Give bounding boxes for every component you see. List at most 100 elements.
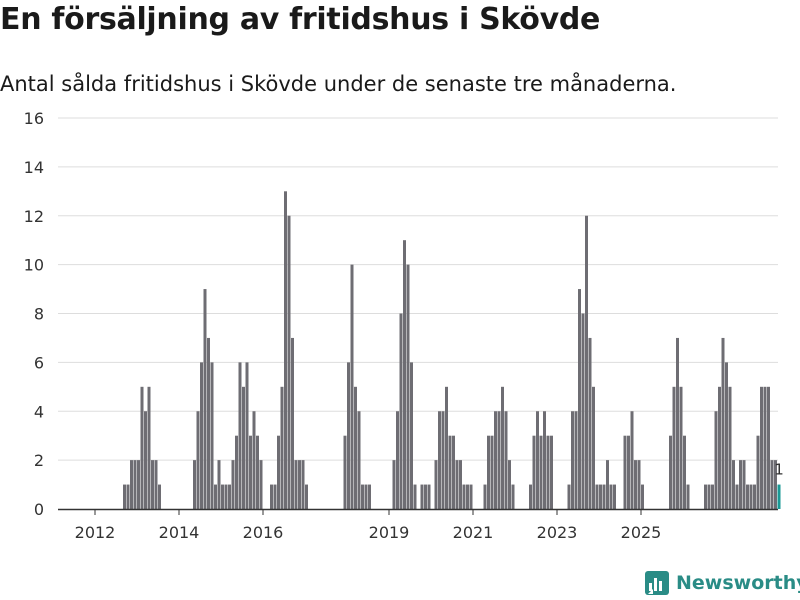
bar xyxy=(728,386,732,509)
y-tick-label: 16 xyxy=(24,109,44,128)
bar xyxy=(123,484,126,509)
bar xyxy=(217,460,221,510)
bar xyxy=(676,337,679,509)
bar xyxy=(753,484,756,509)
bar xyxy=(347,362,350,510)
bar xyxy=(455,460,459,510)
bar xyxy=(714,411,718,509)
bar xyxy=(774,460,777,510)
bar xyxy=(749,484,753,509)
bar xyxy=(438,411,441,509)
bar xyxy=(627,435,630,509)
bar xyxy=(291,337,294,509)
bar xyxy=(126,484,130,509)
latest-value-label: 1 xyxy=(774,461,784,479)
bar xyxy=(445,386,448,509)
bar xyxy=(368,484,371,509)
bar xyxy=(494,411,497,509)
bar xyxy=(511,484,515,509)
bar xyxy=(683,435,686,509)
bar xyxy=(746,484,749,509)
x-tick-label: 2023 xyxy=(537,523,578,540)
bar xyxy=(462,484,466,509)
bar xyxy=(721,337,725,509)
bar xyxy=(249,435,252,509)
x-tick-label: 2016 xyxy=(243,523,284,540)
bar xyxy=(231,460,235,510)
x-tick-label: 2019 xyxy=(369,523,410,540)
bar-latest xyxy=(777,484,781,509)
bar xyxy=(427,484,431,509)
bar xyxy=(550,435,553,509)
y-tick-label: 2 xyxy=(34,451,44,470)
bar xyxy=(609,484,613,509)
bar xyxy=(140,386,144,509)
bar xyxy=(585,215,588,509)
bar xyxy=(252,411,256,509)
bar xyxy=(760,386,763,509)
y-tick-label: 6 xyxy=(34,353,44,372)
y-tick-label: 14 xyxy=(24,158,44,177)
bar xyxy=(238,362,242,510)
y-tick-label: 10 xyxy=(24,256,44,275)
bar xyxy=(280,386,284,509)
bar xyxy=(725,362,728,510)
bar xyxy=(536,411,539,509)
bar xyxy=(406,264,410,510)
bar xyxy=(448,435,452,509)
bar xyxy=(399,313,403,509)
bar xyxy=(196,411,200,509)
bar xyxy=(539,435,543,509)
bar xyxy=(529,484,532,509)
bar xyxy=(224,484,228,509)
bar xyxy=(361,484,364,509)
bar xyxy=(595,484,599,509)
bar xyxy=(672,386,676,509)
bar xyxy=(270,484,273,509)
bar xyxy=(245,362,249,510)
bars: 1 xyxy=(123,191,784,510)
bar xyxy=(459,460,462,510)
bar xyxy=(256,435,259,509)
bar xyxy=(606,460,609,510)
bar xyxy=(343,435,347,509)
bar xyxy=(707,484,711,509)
bar xyxy=(634,460,637,510)
grid-lines: 0 2 4 6 8 10 12 14 16 xyxy=(24,109,778,519)
bar xyxy=(483,484,487,509)
chart-title: En försäljning av fritidshus i Skövde xyxy=(0,2,601,37)
bar xyxy=(158,484,161,509)
bar xyxy=(630,411,634,509)
bar xyxy=(641,484,644,509)
bar xyxy=(602,484,606,509)
bar xyxy=(742,460,746,510)
bar xyxy=(592,386,595,509)
bar xyxy=(669,435,672,509)
x-tick-label: 2012 xyxy=(75,523,116,540)
bar xyxy=(235,435,238,509)
y-tick-label: 8 xyxy=(34,305,44,324)
bar xyxy=(501,386,504,509)
bar xyxy=(305,484,308,509)
bar xyxy=(301,460,305,510)
bar xyxy=(294,460,298,510)
chart-subtitle: Antal sålda fritidshus i Skövde under de… xyxy=(0,72,677,96)
bar xyxy=(434,460,438,510)
bar xyxy=(567,484,571,509)
bar xyxy=(686,484,690,509)
bar xyxy=(137,460,140,510)
bar xyxy=(144,411,147,509)
bar xyxy=(410,362,413,510)
bar xyxy=(203,289,207,509)
bar xyxy=(151,460,154,510)
bar xyxy=(732,460,735,510)
bar xyxy=(403,240,406,509)
newsworthy-logo[interactable]: Newsworthy xyxy=(644,570,800,596)
bar xyxy=(287,215,291,509)
bar xyxy=(770,460,774,510)
bar xyxy=(357,411,361,509)
bar xyxy=(504,411,508,509)
bar xyxy=(420,484,424,509)
newsworthy-icon xyxy=(645,571,669,595)
bar xyxy=(508,460,511,510)
